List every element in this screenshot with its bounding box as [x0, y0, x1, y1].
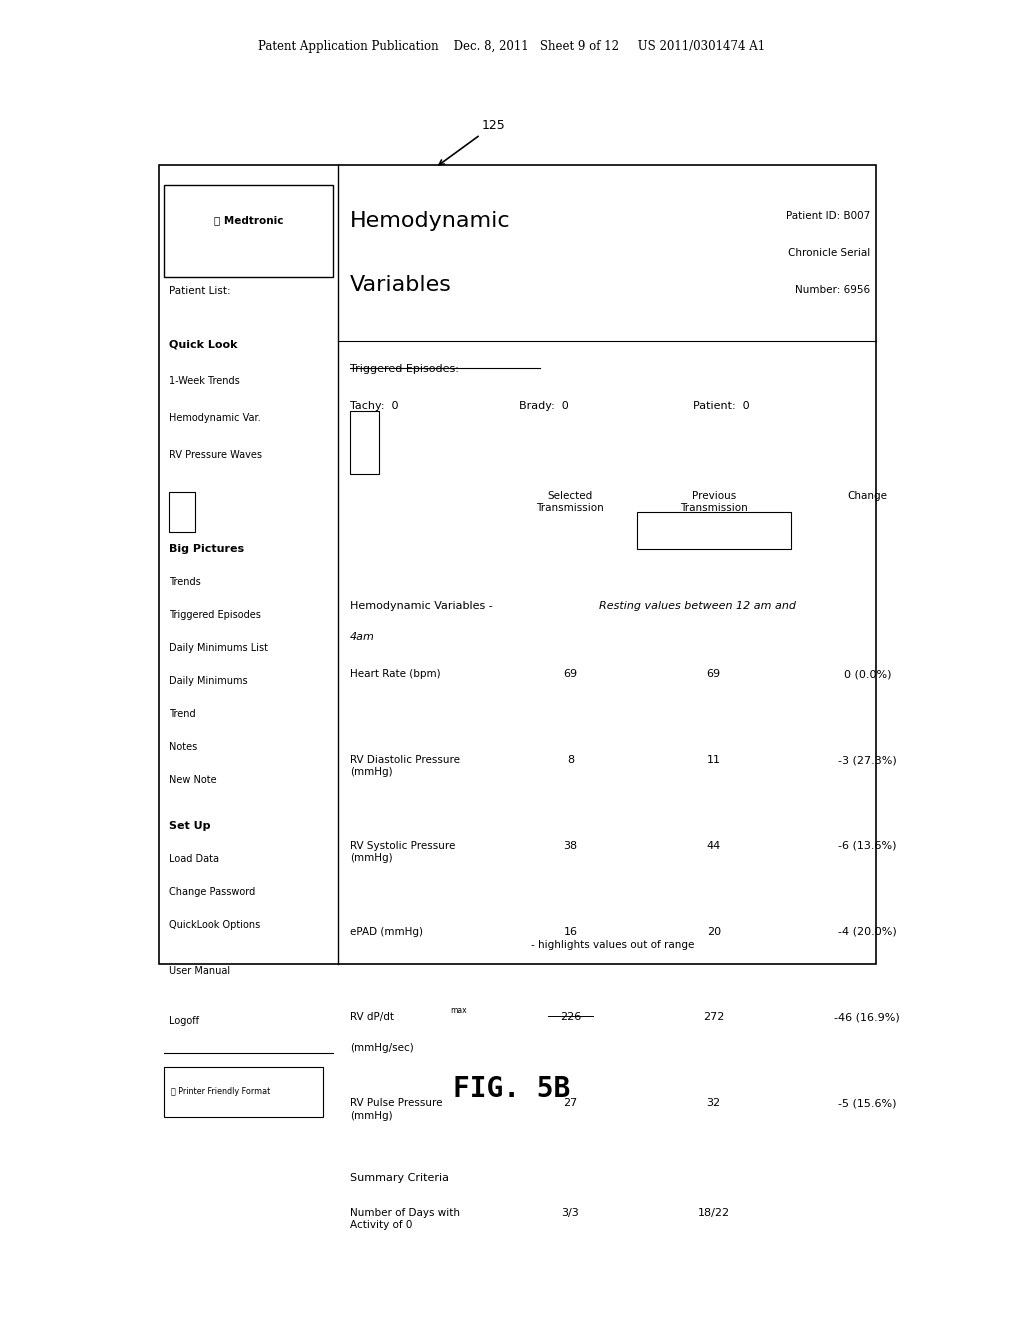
- Text: FIG. 5B: FIG. 5B: [454, 1074, 570, 1104]
- Text: Big Pictures: Big Pictures: [169, 544, 244, 554]
- Text: Logoff: Logoff: [169, 1016, 199, 1027]
- Text: Number: 6956: Number: 6956: [796, 285, 870, 296]
- Text: Trend: Trend: [169, 709, 196, 719]
- Text: -6 (13.6%): -6 (13.6%): [838, 841, 897, 851]
- Text: Patent Application Publication    Dec. 8, 2011   Sheet 9 of 12     US 2011/03014: Patent Application Publication Dec. 8, 2…: [258, 40, 766, 53]
- Text: Triggered Episodes:: Triggered Episodes:: [350, 364, 459, 375]
- Text: Ⓜ Medtronic: Ⓜ Medtronic: [214, 215, 283, 226]
- Text: RV Pulse Pressure
(mmHg): RV Pulse Pressure (mmHg): [350, 1098, 442, 1121]
- Text: 27: 27: [563, 1098, 578, 1109]
- Text: 18/22: 18/22: [697, 1208, 730, 1218]
- Text: Trends: Trends: [169, 577, 201, 587]
- Text: (mmHg/sec): (mmHg/sec): [350, 1043, 414, 1053]
- Text: 4am: 4am: [350, 632, 375, 643]
- Text: Change: Change: [847, 491, 888, 502]
- Text: -3 (27.3%): -3 (27.3%): [838, 755, 897, 766]
- Text: RV dP/dt: RV dP/dt: [350, 1012, 394, 1023]
- Text: Patient:  0: Patient: 0: [693, 401, 750, 412]
- Text: Set Up: Set Up: [169, 821, 211, 832]
- Text: ⎙ Printer Friendly Format: ⎙ Printer Friendly Format: [171, 1088, 270, 1096]
- Text: Patient List:: Patient List:: [169, 286, 230, 297]
- FancyBboxPatch shape: [169, 492, 195, 532]
- Text: Notes: Notes: [169, 742, 198, 752]
- Text: 1-Week Trends: 1-Week Trends: [169, 376, 240, 387]
- FancyBboxPatch shape: [164, 185, 333, 277]
- Text: Previous
Transmission: Previous Transmission: [680, 491, 748, 513]
- FancyBboxPatch shape: [637, 512, 791, 549]
- Text: - highlights values out of range: - highlights values out of range: [531, 940, 694, 950]
- Text: Heart Rate (bpm): Heart Rate (bpm): [350, 669, 441, 680]
- Text: Tachy:  0: Tachy: 0: [350, 401, 398, 412]
- Text: max: max: [451, 1006, 467, 1015]
- Text: Resting values between 12 am and: Resting values between 12 am and: [599, 601, 796, 611]
- Text: Quick Look: Quick Look: [169, 339, 238, 350]
- Text: Triggered Episodes: Triggered Episodes: [169, 610, 261, 620]
- Text: RV Pressure Waves: RV Pressure Waves: [169, 450, 262, 461]
- Text: Hemodynamic: Hemodynamic: [350, 211, 511, 231]
- Text: User Manual: User Manual: [169, 966, 230, 977]
- Text: 20: 20: [707, 927, 721, 937]
- Text: 44: 44: [707, 841, 721, 851]
- FancyBboxPatch shape: [350, 411, 379, 474]
- Text: 16: 16: [563, 927, 578, 937]
- Text: Load Data: Load Data: [169, 854, 219, 865]
- Text: -46 (16.9%): -46 (16.9%): [835, 1012, 900, 1023]
- FancyBboxPatch shape: [159, 165, 876, 964]
- Text: Hemodynamic Var.: Hemodynamic Var.: [169, 413, 260, 424]
- Text: Summary Criteria: Summary Criteria: [350, 1173, 450, 1184]
- Text: 8: 8: [567, 755, 573, 766]
- Text: New Note: New Note: [169, 775, 217, 785]
- Text: -4 (20.0%): -4 (20.0%): [838, 927, 897, 937]
- Text: 272: 272: [703, 1012, 724, 1023]
- Text: ePAD (mmHg): ePAD (mmHg): [350, 927, 423, 937]
- Text: Brady:  0: Brady: 0: [519, 401, 569, 412]
- Text: RV Diastolic Pressure
(mmHg): RV Diastolic Pressure (mmHg): [350, 755, 460, 777]
- Text: Hemodynamic Variables -: Hemodynamic Variables -: [350, 601, 497, 611]
- Text: 69: 69: [707, 669, 721, 680]
- Text: Patient ID: B007: Patient ID: B007: [786, 211, 870, 222]
- Text: 38: 38: [563, 841, 578, 851]
- FancyBboxPatch shape: [164, 1067, 323, 1117]
- Text: RV Systolic Pressure
(mmHg): RV Systolic Pressure (mmHg): [350, 841, 456, 863]
- Text: 69: 69: [563, 669, 578, 680]
- Text: -5 (15.6%): -5 (15.6%): [838, 1098, 897, 1109]
- Text: 32: 32: [707, 1098, 721, 1109]
- Text: Selected
Transmission: Selected Transmission: [537, 491, 604, 513]
- Text: 125: 125: [439, 119, 505, 165]
- Text: 0 (0.0%): 0 (0.0%): [844, 669, 891, 680]
- Text: Chronicle Serial: Chronicle Serial: [788, 248, 870, 259]
- Text: 11: 11: [707, 755, 721, 766]
- Text: 3/3: 3/3: [561, 1208, 580, 1218]
- Text: Variables: Variables: [350, 275, 452, 294]
- Text: Number of Days with
Activity of 0: Number of Days with Activity of 0: [350, 1208, 460, 1230]
- Text: 226: 226: [560, 1012, 581, 1023]
- Text: Change Password: Change Password: [169, 887, 255, 898]
- Text: Daily Minimums: Daily Minimums: [169, 676, 248, 686]
- Text: Daily Minimums List: Daily Minimums List: [169, 643, 268, 653]
- Text: QuickLook Options: QuickLook Options: [169, 920, 260, 931]
